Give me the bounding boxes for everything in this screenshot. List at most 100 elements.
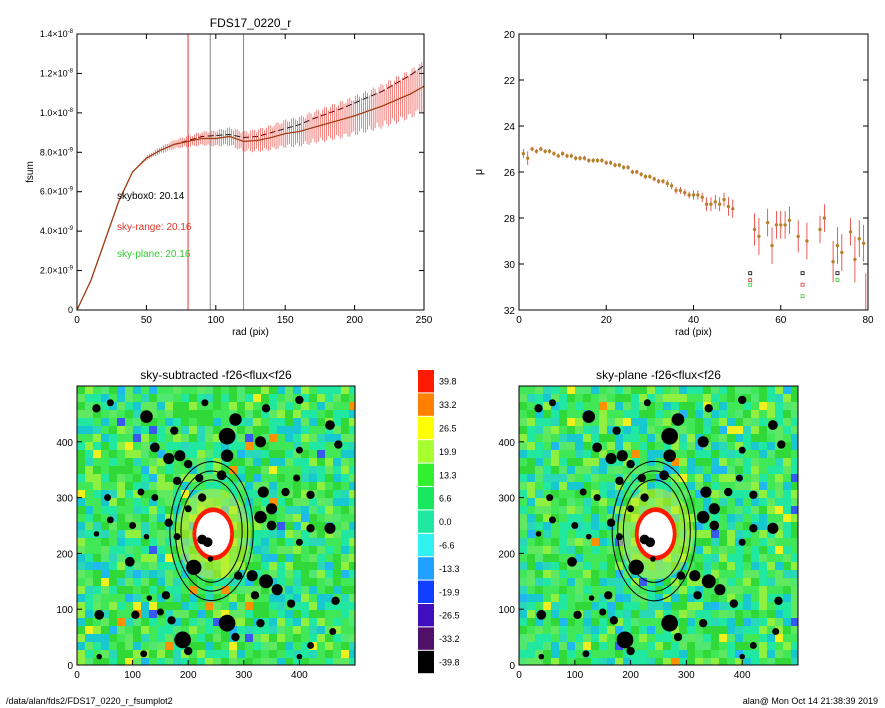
- image-pixel: [687, 490, 695, 498]
- image-pixel: [551, 386, 559, 394]
- image-pixel: [767, 554, 775, 562]
- image-pixel: [117, 634, 125, 642]
- image-pixel: [309, 394, 317, 402]
- image-pixel: [125, 418, 133, 426]
- image-pixel: [277, 610, 285, 618]
- image-pixel: [543, 626, 551, 634]
- image-pixel: [791, 506, 798, 514]
- image-pixel: [551, 458, 559, 466]
- image-pixel: [527, 642, 535, 650]
- image-pixel: [567, 530, 575, 538]
- image-pixel: [325, 426, 333, 434]
- image-pixel: [317, 562, 325, 570]
- image-pixel: [141, 490, 149, 498]
- image-pixel: [615, 650, 623, 658]
- image-pixel: [221, 458, 229, 466]
- image-pixel: [735, 626, 743, 634]
- image-pixel: [527, 618, 535, 626]
- masked-source: [612, 426, 621, 435]
- image-pixel: [639, 578, 647, 586]
- image-pixel: [237, 458, 245, 466]
- image-pixel: [341, 578, 349, 586]
- image-pixel: [237, 530, 245, 538]
- image-pixel: [133, 418, 141, 426]
- image-pixel: [133, 426, 141, 434]
- colorbar-swatch: [418, 533, 434, 557]
- image-pixel: [727, 522, 735, 530]
- image-pixel: [173, 618, 181, 626]
- image-pixel: [269, 418, 277, 426]
- masked-source: [772, 628, 780, 636]
- image-pixel: [583, 466, 591, 474]
- image-pixel: [229, 546, 237, 554]
- image-pixel: [607, 530, 615, 538]
- image-pixel: [213, 658, 221, 665]
- image-pixel: [559, 578, 567, 586]
- image-pixel: [639, 610, 647, 618]
- image-pixel: [245, 634, 253, 642]
- image-pixel: [245, 562, 253, 570]
- image-pixel: [181, 418, 189, 426]
- image-pixel: [719, 394, 727, 402]
- image-pixel: [301, 490, 309, 498]
- image-pixel: [663, 602, 671, 610]
- image-pixel: [783, 514, 791, 522]
- masked-source: [616, 631, 634, 649]
- image-pixel: [277, 514, 285, 522]
- masked-source: [708, 503, 720, 515]
- image-pixel: [253, 418, 261, 426]
- image-pixel: [551, 474, 559, 482]
- image-pixel: [759, 514, 767, 522]
- footer-timestamp: alan@ Mon Oct 14 21:38:39 2019: [742, 696, 878, 706]
- image-pixel: [551, 522, 559, 530]
- image-pixel: [133, 498, 141, 506]
- mu-point: [709, 202, 713, 206]
- fsum-xtick-label: 200: [346, 315, 363, 326]
- image-pixel: [317, 434, 325, 442]
- image-pixel: [101, 578, 109, 586]
- image-pixel: [647, 410, 655, 418]
- image-pixel: [213, 394, 221, 402]
- image-pixel: [109, 434, 117, 442]
- image-pixel: [527, 442, 535, 450]
- image-pixel: [261, 474, 269, 482]
- image-pixel: [687, 482, 695, 490]
- mu-point: [713, 200, 718, 204]
- image-pixel: [165, 410, 173, 418]
- image-pixel: [349, 386, 355, 394]
- image-pixel: [615, 482, 623, 490]
- image-pixel: [205, 434, 213, 442]
- image-pixel: [309, 466, 317, 474]
- image-pixel: [165, 426, 173, 434]
- mu-point: [831, 260, 835, 264]
- image-pixel: [535, 394, 543, 402]
- image-pixel: [567, 634, 575, 642]
- image-pixel: [583, 538, 591, 546]
- image-pixel: [109, 498, 117, 506]
- image-pixel: [213, 490, 221, 498]
- image-pixel: [671, 442, 679, 450]
- image-pixel: [237, 634, 245, 642]
- fsum-ytick-label: 1.4×10-8: [40, 29, 74, 39]
- image-pixel: [695, 402, 703, 410]
- image-pixel: [349, 498, 355, 506]
- image-pixel: [703, 610, 711, 618]
- image-pixel: [93, 578, 101, 586]
- image-pixel: [117, 394, 125, 402]
- image-pixel: [317, 450, 325, 458]
- image-pixel: [519, 442, 527, 450]
- image-pixel: [751, 618, 759, 626]
- image-pixel: [117, 410, 125, 418]
- image-pixel: [775, 562, 783, 570]
- image-pixel: [535, 442, 543, 450]
- mu-point: [840, 250, 844, 255]
- image-pixel: [751, 626, 759, 634]
- image-pixel: [293, 418, 301, 426]
- image-pixel: [109, 490, 117, 498]
- image-pixel: [85, 594, 93, 602]
- image-pixel: [109, 474, 117, 482]
- image-pixel: [269, 658, 277, 665]
- image-pixel: [93, 554, 101, 562]
- image-pixel: [639, 402, 647, 410]
- image-pixel: [349, 394, 355, 402]
